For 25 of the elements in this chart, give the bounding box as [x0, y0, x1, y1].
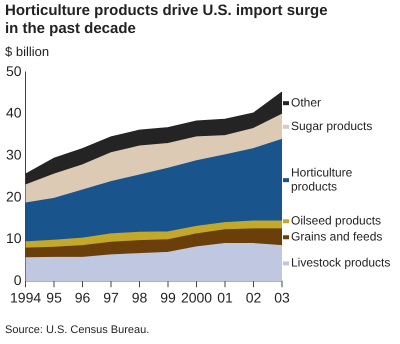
- x-tick-label: 2000: [180, 289, 212, 306]
- x-tick-label: 98: [132, 289, 148, 306]
- legend-label: Oilseed products: [291, 214, 382, 228]
- x-tick-label: 97: [103, 289, 120, 306]
- y-tick-label: 20: [6, 188, 22, 204]
- chart-title: Horticulture products drive U.S. import surge in the past decade: [5, 2, 329, 38]
- y-axis-title: $ billion: [5, 44, 50, 59]
- x-tick-label: 01: [217, 289, 234, 306]
- y-tick-label: 40: [6, 104, 22, 121]
- y-tick-label: 50: [6, 62, 22, 79]
- y-tick-label: 10: [6, 230, 22, 246]
- legend-label: Horticulture products: [291, 165, 353, 194]
- legend-label: Sugar products: [291, 119, 372, 134]
- legend-label: Other: [291, 95, 322, 110]
- y-tick-label: 30: [6, 146, 22, 163]
- x-tick-label: 96: [74, 289, 91, 306]
- source-note: Source: U.S. Census Bureau.: [5, 324, 150, 336]
- y-tick-label: 0: [14, 272, 22, 288]
- x-tick-label: 1994: [10, 289, 42, 306]
- x-tick-label: 99: [160, 289, 176, 306]
- legend-label: Grains and feeds: [291, 230, 382, 244]
- legend-label: Livestock products: [291, 256, 390, 270]
- x-tick-label: 02: [246, 289, 262, 306]
- x-tick-label: 03: [274, 289, 290, 306]
- x-tick-label: 95: [46, 289, 62, 306]
